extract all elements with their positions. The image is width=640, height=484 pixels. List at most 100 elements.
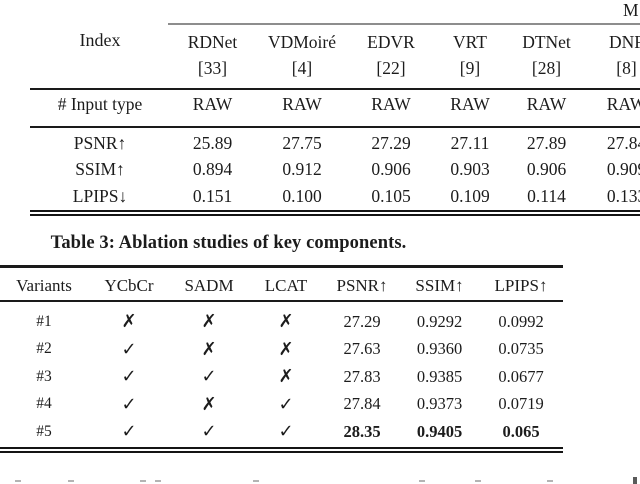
check-mark: ✓ [121,366,137,388]
check-mark: ✓ [278,393,294,415]
variant-id: #1 [36,312,52,330]
cutoff-text-fragment [155,480,161,482]
method-name: VRT [453,32,487,52]
table2-toprule [0,265,563,268]
cross-mark: ✗ [278,311,294,333]
ssim-value: 0.894 [192,159,233,180]
table1-col-vrt: VRT [9] [433,29,507,83]
input-type-value: RAW [282,93,322,114]
psnr-value: 27.63 [343,339,381,359]
metric-label-lpips: LPIPS↓ [72,185,128,206]
table2-header-row: Variants YCbCr SADM LCAT PSNR↑ SSIM↑ LPI… [0,272,563,299]
variant-id: #4 [36,395,52,413]
cutoff-text-fragment [68,480,74,482]
check-mark: ✓ [278,421,294,443]
method-ref: [9] [459,58,481,78]
input-type-value: RAW [526,93,567,114]
table1-bottomrule [30,210,640,216]
table3-caption: Table 3: Ablation studies of key compone… [50,233,407,253]
table2-headrule [0,300,563,302]
cross-mark: ✗ [278,338,294,360]
ssim-value: 0.9373 [416,394,463,414]
table1-col-vdmoire: VDMoiré [4] [255,29,349,83]
lpips-value-best: 0.065 [502,421,540,441]
psnr-value: 27.83 [343,366,381,386]
table1-group-header-partial: M [623,0,639,20]
table1-cmidrule [168,23,640,25]
method-name: RDNet [187,32,238,52]
variant-id: #2 [36,340,52,358]
method-ref: [28] [531,58,562,78]
table2-body: #1 ✗ ✗ ✗ 27.29 0.9292 0.0992 #2 ✓ ✗ ✗ 27… [0,308,563,446]
ssim-value: 0.912 [282,159,322,180]
psnr-value: 27.75 [282,132,322,153]
cutoff-text-fragment [419,480,425,482]
lpips-value: 0.109 [450,185,490,206]
lpips-value: 0.105 [371,185,411,206]
method-ref: [8] [616,58,637,78]
cutoff-text-fragment [253,480,259,482]
cutoff-text-fragment [140,480,146,482]
check-mark: ✓ [201,366,217,388]
header-ycbcr: YCbCr [104,275,154,295]
ssim-value: 0.9292 [416,311,463,331]
check-mark: ✓ [121,421,137,443]
cutoff-text-fragment [547,480,553,482]
psnr-value: 27.84 [343,394,381,414]
psnr-value: 27.29 [343,311,381,331]
method-name: VDMoiré [267,32,337,52]
method-name: EDVR [367,32,415,52]
psnr-value: 27.11 [450,132,490,153]
cutoff-text-fragment [475,480,481,482]
table2-bottomrule [0,447,563,453]
metric-label-psnr: PSNR↑ [73,132,127,153]
ssim-value: 0.9360 [416,339,463,359]
variant-id: #5 [36,422,52,440]
ssim-value: 0.909 [606,159,640,180]
ssim-value: 0.906 [371,159,411,180]
method-ref: [22] [376,58,406,78]
input-type-value: RAW [371,93,411,114]
header-sadm: SADM [184,275,234,295]
header-lcat: LCAT [264,275,308,295]
lpips-value: 0.133 [606,185,640,206]
cutoff-text-fragment [15,480,21,482]
table1-col-rdnet: RDNet [33] [170,29,255,83]
input-type-label: # Input type [57,93,143,114]
table1-col-edvr: EDVR [22] [349,29,433,83]
table1-midrule-top [30,88,640,90]
psnr-value-best: 28.35 [343,421,381,441]
header-ssim: SSIM↑ [415,275,464,295]
lpips-value: 0.0677 [498,366,544,386]
lpips-value: 0.0992 [498,311,544,331]
method-ref: [33] [197,58,228,78]
method-name: DTNet [522,32,571,52]
cutoff-text-fragment [633,477,637,484]
lpips-value: 0.151 [192,185,233,206]
lpips-value: 0.114 [527,185,566,206]
ssim-value: 0.903 [450,159,490,180]
lpips-value: 0.100 [282,185,322,206]
cross-mark: ✗ [121,311,137,333]
header-psnr: PSNR↑ [336,275,388,295]
ssim-value: 0.9385 [416,366,463,386]
check-mark: ✓ [201,421,217,443]
check-mark: ✓ [121,338,137,360]
cross-mark: ✗ [201,311,217,333]
table1-header-row: Index RDNet [33] VDMoiré [4] EDVR [22] V… [30,29,640,83]
input-type-value: RAW [192,93,233,114]
table1-col-dnf: DNF [8] [586,29,640,83]
psnr-value: 27.29 [371,132,411,153]
cross-mark: ✗ [201,393,217,415]
table1-input-type-row: # Input type RAW RAW RAW RAW RAW RAW [30,90,640,118]
psnr-value: 27.89 [526,132,567,153]
input-type-value: RAW [450,93,490,114]
cross-mark: ✗ [201,338,217,360]
lpips-value: 0.0735 [498,339,544,359]
variant-id: #3 [36,367,52,385]
table1-metrics-rows: PSNR↑ 25.89 27.75 27.29 27.11 27.89 27.8… [30,130,640,210]
metric-label-ssim: SSIM↑ [75,159,125,180]
lpips-value: 0.0719 [498,394,544,414]
cross-mark: ✗ [278,366,294,388]
